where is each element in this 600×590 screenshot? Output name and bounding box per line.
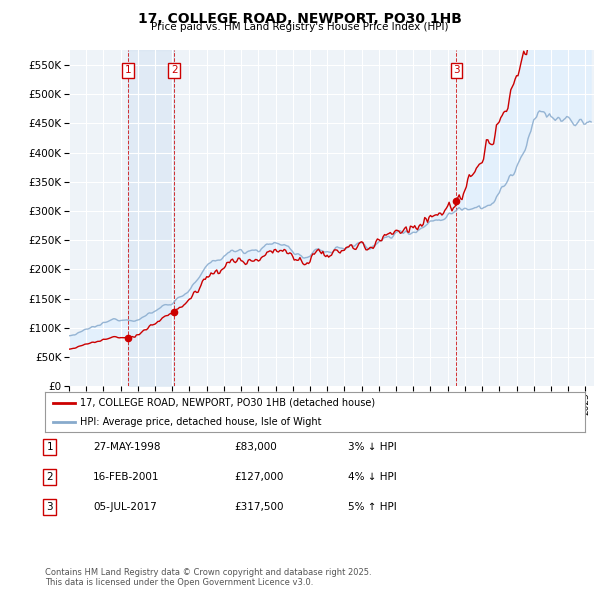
- Text: 3: 3: [46, 502, 53, 512]
- Text: £83,000: £83,000: [234, 442, 277, 451]
- Text: 2: 2: [46, 472, 53, 481]
- Text: 16-FEB-2001: 16-FEB-2001: [93, 472, 160, 481]
- Text: 17, COLLEGE ROAD, NEWPORT, PO30 1HB (detached house): 17, COLLEGE ROAD, NEWPORT, PO30 1HB (det…: [80, 398, 375, 408]
- Text: 1: 1: [46, 442, 53, 451]
- Text: 3% ↓ HPI: 3% ↓ HPI: [348, 442, 397, 451]
- Text: Contains HM Land Registry data © Crown copyright and database right 2025.
This d: Contains HM Land Registry data © Crown c…: [45, 568, 371, 587]
- Text: 4% ↓ HPI: 4% ↓ HPI: [348, 472, 397, 481]
- Text: 2: 2: [171, 65, 178, 76]
- Text: £317,500: £317,500: [234, 502, 284, 512]
- Text: 17, COLLEGE ROAD, NEWPORT, PO30 1HB: 17, COLLEGE ROAD, NEWPORT, PO30 1HB: [138, 12, 462, 26]
- Text: Price paid vs. HM Land Registry's House Price Index (HPI): Price paid vs. HM Land Registry's House …: [151, 22, 449, 32]
- Text: 1: 1: [124, 65, 131, 76]
- Text: 5% ↑ HPI: 5% ↑ HPI: [348, 502, 397, 512]
- Text: 3: 3: [453, 65, 460, 76]
- Text: 27-MAY-1998: 27-MAY-1998: [93, 442, 161, 451]
- Text: HPI: Average price, detached house, Isle of Wight: HPI: Average price, detached house, Isle…: [80, 417, 322, 427]
- Text: 05-JUL-2017: 05-JUL-2017: [93, 502, 157, 512]
- Text: £127,000: £127,000: [234, 472, 283, 481]
